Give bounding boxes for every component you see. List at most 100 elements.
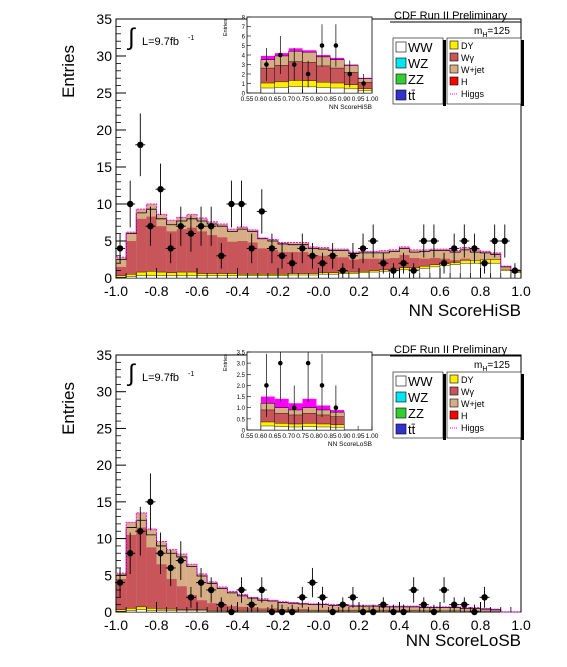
legend-label-h: H (461, 411, 468, 421)
y-tick-label: 30 (96, 48, 112, 64)
legend-label-wz: WZ (408, 56, 428, 71)
legend-label-dy: DY (461, 375, 474, 385)
legend-swatch-dy (449, 374, 459, 384)
legend-swatch-wz (395, 57, 407, 69)
mass-label-m: m (474, 26, 482, 37)
inset-data-point (361, 81, 366, 86)
wgamma-bar (308, 255, 319, 278)
ww-bar (176, 610, 188, 613)
y-tick-label: 5 (104, 233, 112, 249)
data-point (380, 601, 387, 608)
x-tick-label: -0.2 (266, 617, 290, 633)
inset-x-tick-label: 0.95 (352, 96, 365, 103)
data-point (278, 252, 286, 259)
wgamma-bar (136, 527, 147, 612)
wgamma-bar (116, 266, 127, 278)
data-point (450, 245, 458, 252)
inset-y-tick-label: 3.0 (237, 362, 246, 368)
inset-data-point (333, 405, 339, 411)
ww-bar (399, 269, 410, 279)
data-point (461, 237, 468, 245)
data-point (511, 267, 519, 274)
wgamma-bar (166, 578, 177, 612)
ww-bar (460, 611, 471, 613)
inset-y-tick-label: 0 (242, 92, 246, 98)
inset-ww-bar (288, 426, 303, 431)
inset-y-tick-label: 3.5 (237, 351, 246, 357)
wjet-bar (490, 609, 501, 612)
legend-label-h: H (461, 77, 468, 87)
y-tick-label: 10 (96, 196, 112, 212)
wjet-bar (176, 553, 187, 612)
inset-x-tick-label: 0.65 (268, 96, 281, 103)
y-tick-label: 20 (96, 122, 112, 138)
wgamma-bar (217, 604, 228, 612)
data-point (167, 245, 174, 252)
wgamma-bar (176, 229, 187, 278)
wgamma-bar (348, 259, 359, 278)
wgamma-bar (247, 607, 258, 612)
data-point (329, 252, 336, 259)
inset-y-tick-label: 1 (242, 82, 246, 88)
ww-bar (318, 274, 329, 279)
wjet-bar (450, 606, 461, 612)
wgamma-bar (278, 252, 289, 278)
ww-bar (237, 611, 248, 613)
data-point (218, 252, 225, 259)
ww-bar (318, 611, 329, 613)
inset-ww-bar (260, 425, 275, 431)
x-tick-label: -0.2 (266, 283, 290, 299)
inset-plot: 00.51.01.52.02.53.03.50.55 0.60 0.65 0.70 0.… (223, 351, 379, 449)
inset-ww-bar (357, 90, 373, 94)
data-point (461, 601, 468, 608)
legend-swatch-zz (395, 407, 407, 419)
lumi-label: L=9.7fb (142, 36, 179, 48)
legend-swatch-dy (449, 40, 459, 50)
data-point (177, 223, 184, 230)
wgamma-bar (257, 608, 268, 612)
wgamma-bar (126, 241, 137, 278)
lumi-sup: -1 (188, 371, 194, 378)
y-tick-label: 25 (96, 85, 112, 101)
inset-y-tick-label: 4 (242, 54, 246, 60)
inset-data-point (305, 360, 311, 366)
data-point (450, 601, 458, 608)
wjet-bar (267, 600, 278, 612)
wjet-bar (217, 587, 228, 612)
wgamma-bar (227, 241, 238, 278)
inset-ww-bar (316, 426, 331, 431)
data-point (400, 260, 407, 267)
wjet-bar (379, 606, 390, 612)
legend-swatch-wjet (449, 64, 459, 74)
data-point (288, 608, 296, 616)
data-point (359, 608, 367, 616)
data-point (369, 608, 377, 616)
wgamma-bar (399, 255, 410, 278)
y-tick-label: 15 (96, 494, 112, 510)
inset-y-tick-label: 2.5 (237, 373, 246, 379)
inset-y-tick-label: 5 (242, 44, 246, 50)
legend-label-zz: ZZ (408, 406, 424, 421)
data-point (147, 223, 154, 230)
data-point (319, 260, 326, 267)
data-point (309, 579, 316, 586)
x-tick-label: 0.6 (430, 617, 450, 633)
data-point (491, 237, 498, 245)
inset-x-tick-label: 0.75 (296, 96, 309, 103)
data-point (207, 586, 215, 594)
wgamma-bar (237, 606, 248, 612)
wgamma-bar (207, 235, 218, 278)
y-tick-label: 35 (96, 347, 112, 363)
wgamma-bar (176, 586, 187, 612)
wjet-bar (237, 594, 248, 612)
ww-bar (257, 275, 269, 279)
data-point (339, 601, 346, 608)
mass-label-sub: H (482, 32, 487, 39)
legend-swatch-wgamma (449, 52, 459, 62)
x-tick-label: -0.8 (144, 617, 168, 633)
inset-x-tick-label: 0.70 (282, 96, 295, 103)
ww-bar (217, 611, 228, 613)
x-tick-label: -0.0 (306, 617, 330, 633)
legend-swatch-wgamma (449, 386, 459, 396)
